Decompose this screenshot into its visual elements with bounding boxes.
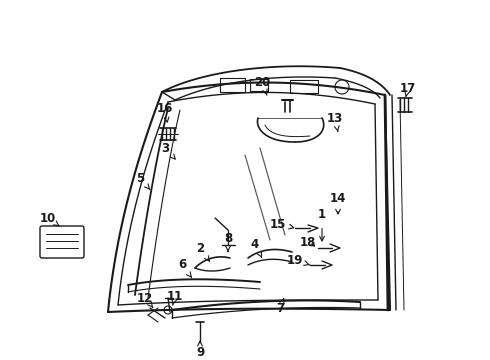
Text: 17: 17: [400, 81, 416, 97]
Text: 7: 7: [276, 298, 284, 315]
Text: 9: 9: [196, 341, 204, 359]
Text: 16: 16: [157, 102, 173, 122]
Text: 10: 10: [40, 211, 59, 226]
Text: 15: 15: [270, 217, 294, 230]
Text: 8: 8: [224, 231, 232, 252]
Text: 19: 19: [287, 253, 310, 266]
Text: 1: 1: [318, 208, 326, 241]
Text: 3: 3: [161, 141, 175, 159]
Text: 2: 2: [196, 242, 209, 261]
Text: 20: 20: [254, 76, 270, 95]
Text: 14: 14: [330, 192, 346, 214]
Text: 5: 5: [136, 171, 150, 189]
Text: 11: 11: [167, 289, 183, 305]
Text: 12: 12: [137, 292, 153, 307]
Text: 4: 4: [251, 238, 262, 257]
Text: 13: 13: [327, 112, 343, 131]
Text: 6: 6: [178, 258, 192, 278]
Text: 18: 18: [300, 235, 316, 248]
